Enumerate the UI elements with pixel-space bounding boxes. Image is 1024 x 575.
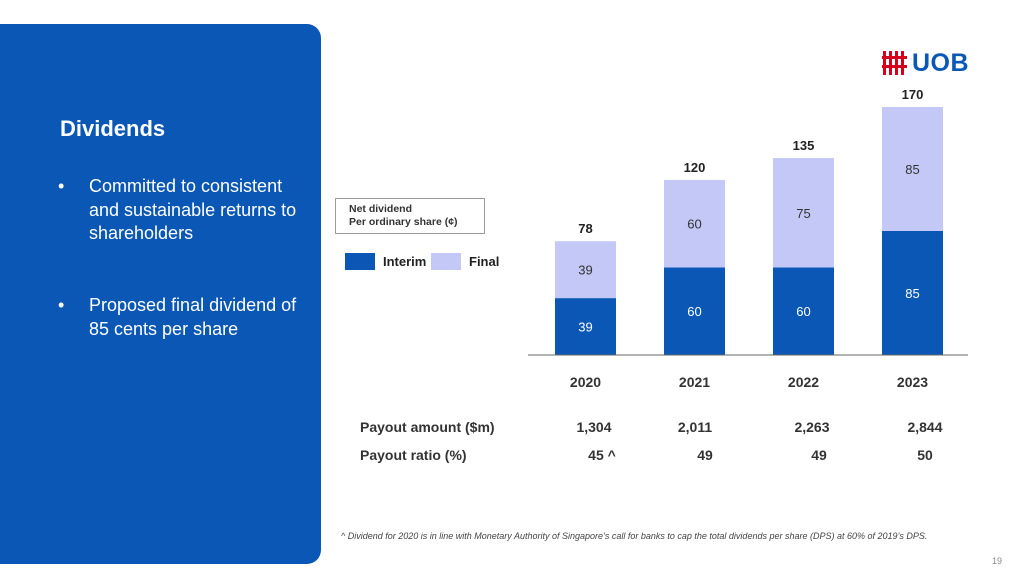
bar-final-2023 [882, 107, 943, 231]
bullet-icon: • [58, 295, 65, 315]
payout-amount-2020: 1,304 [576, 419, 612, 435]
payout-ratio-2023: 50 [917, 447, 933, 463]
payout-ratio-label: Payout ratio (%) [360, 447, 467, 463]
data-label-final-2020: 39 [578, 263, 592, 278]
bullet-text-2: Proposed final dividend of 85 cents per … [89, 295, 297, 339]
bullet-text-1: Committed to consistent and sustainable … [89, 176, 297, 243]
data-label-final-2021: 60 [687, 217, 701, 232]
payout-amount-2023: 2,844 [907, 419, 943, 435]
x-tick-2022: 2022 [788, 374, 819, 390]
payout-amount-2022: 2,263 [794, 419, 830, 435]
legend-final: Final [431, 252, 499, 270]
payout-ratio-2021: 49 [697, 447, 713, 463]
legend-label-interim: Interim [383, 253, 427, 269]
data-label-final-2023: 85 [905, 162, 919, 177]
page-number: 19 [992, 556, 1003, 566]
bar-final-2020 [555, 241, 616, 299]
bar-interim-2022 [773, 267, 834, 355]
logo-text: UOB [912, 48, 970, 77]
payout-amount-label: Payout amount ($m) [360, 419, 495, 435]
left-panel [0, 24, 321, 564]
unit-line-1: Net dividend [349, 203, 413, 215]
x-tick-2021: 2021 [679, 374, 710, 390]
data-label-final-2022: 75 [796, 206, 810, 221]
total-label-2020: 78 [578, 221, 592, 236]
total-label-2023: 170 [902, 87, 924, 102]
bullet-icon: • [58, 176, 65, 196]
legend-swatch-final [431, 252, 461, 270]
payout-ratio-2022: 49 [811, 447, 827, 463]
total-label-2021: 120 [684, 160, 706, 175]
slide-title: Dividends [60, 116, 166, 141]
chart-unit-box: Net dividend Per ordinary share (¢) [335, 198, 485, 234]
legend-label-final: Final [469, 253, 500, 269]
legend-swatch-interim [345, 252, 375, 270]
data-label-interim-2021: 60 [687, 304, 701, 319]
bar-final-2022 [773, 158, 834, 268]
unit-line-2: Per ordinary share (¢) [349, 216, 458, 228]
bar-interim-2021 [664, 267, 725, 355]
payout-ratio-2020: 45 ^ [588, 447, 616, 463]
uob-logo-icon [882, 51, 907, 75]
uob-logo: UOB [882, 48, 969, 78]
bar-interim-2020 [555, 298, 616, 355]
legend-interim: Interim [345, 252, 426, 270]
footnote: ^ Dividend for 2020 is in line with Mone… [341, 531, 928, 541]
bar-interim-2023 [882, 231, 943, 355]
x-tick-2020: 2020 [570, 374, 601, 390]
data-label-interim-2023: 85 [905, 286, 919, 301]
total-label-2022: 135 [793, 138, 815, 153]
data-label-interim-2022: 60 [796, 304, 810, 319]
bar-final-2021 [664, 179, 725, 268]
data-label-interim-2020: 39 [578, 320, 592, 335]
payout-amount-2021: 2,011 [677, 419, 713, 435]
x-tick-2023: 2023 [897, 374, 928, 390]
